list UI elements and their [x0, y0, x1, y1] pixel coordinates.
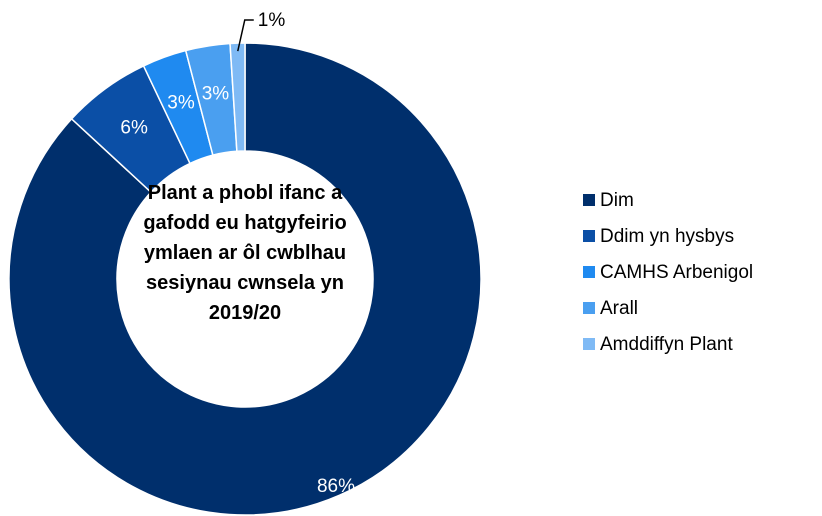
donut-segment	[229, 42, 246, 153]
data-label: 6%	[120, 117, 148, 138]
legend-swatch	[583, 302, 595, 314]
legend-swatch	[583, 230, 595, 242]
legend-label: Amddiffyn Plant	[600, 334, 733, 355]
legend-swatch	[583, 194, 595, 206]
legend-swatch	[583, 338, 595, 350]
data-label: 3%	[167, 92, 195, 113]
data-label: 3%	[202, 83, 230, 104]
donut-segment	[8, 42, 482, 516]
legend-label: Ddim yn hysbys	[600, 226, 734, 247]
leader-line	[237, 19, 254, 52]
legend-swatch	[583, 266, 595, 278]
data-label: 86%	[317, 476, 355, 497]
chart-title: Plant a phobl ifanc a gafodd eu hatgyfei…	[143, 182, 347, 324]
legend-label: CAMHS Arbenigol	[600, 262, 753, 283]
legend-label: Arall	[600, 298, 638, 319]
legend-label: Dim	[600, 190, 634, 211]
data-label: 1%	[258, 10, 286, 31]
